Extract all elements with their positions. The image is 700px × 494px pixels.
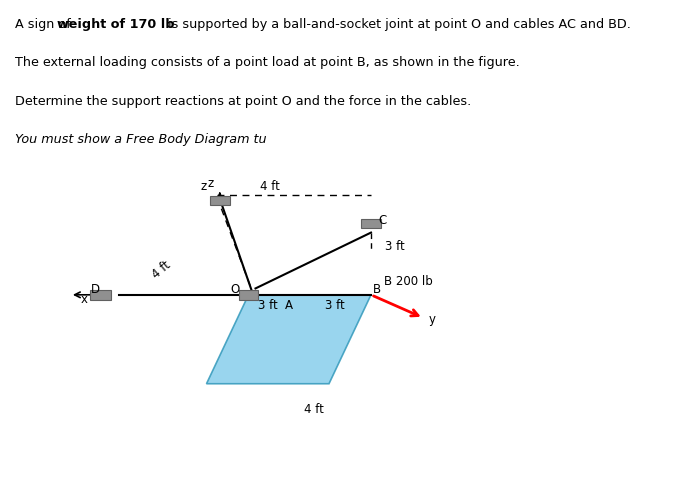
Text: x: x <box>80 292 88 306</box>
Text: is supported by a ball-and-socket joint at point O and cables AC and BD.: is supported by a ball-and-socket joint … <box>164 18 631 31</box>
FancyBboxPatch shape <box>361 219 381 228</box>
Text: z: z <box>207 177 214 190</box>
Text: 3 ft: 3 ft <box>258 299 278 312</box>
Text: 3 ft: 3 ft <box>325 299 344 312</box>
Text: A sign of: A sign of <box>15 18 75 31</box>
Text: 4 ft: 4 ft <box>260 180 279 194</box>
Text: You must show a Free Body Diagram tu: You must show a Free Body Diagram tu <box>15 133 267 146</box>
Text: D: D <box>91 283 100 296</box>
Text: The external loading consists of a point load at point B, as shown in the figure: The external loading consists of a point… <box>15 56 520 69</box>
Text: z: z <box>201 180 207 193</box>
Text: weight of 170 lb: weight of 170 lb <box>57 18 175 31</box>
Text: y: y <box>428 313 435 326</box>
Text: 4 ft: 4 ft <box>149 258 173 281</box>
Polygon shape <box>206 295 371 384</box>
Text: O: O <box>230 283 239 296</box>
Text: 3 ft: 3 ft <box>385 240 405 253</box>
FancyBboxPatch shape <box>210 196 230 205</box>
Text: C: C <box>378 213 386 227</box>
FancyBboxPatch shape <box>239 290 258 300</box>
Text: B: B <box>373 283 382 296</box>
Text: B 200 lb: B 200 lb <box>384 275 433 288</box>
Text: 4 ft: 4 ft <box>304 403 323 416</box>
FancyBboxPatch shape <box>90 290 111 300</box>
Text: A: A <box>285 299 293 312</box>
Text: Determine the support reactions at point O and the force in the cables.: Determine the support reactions at point… <box>15 95 472 108</box>
